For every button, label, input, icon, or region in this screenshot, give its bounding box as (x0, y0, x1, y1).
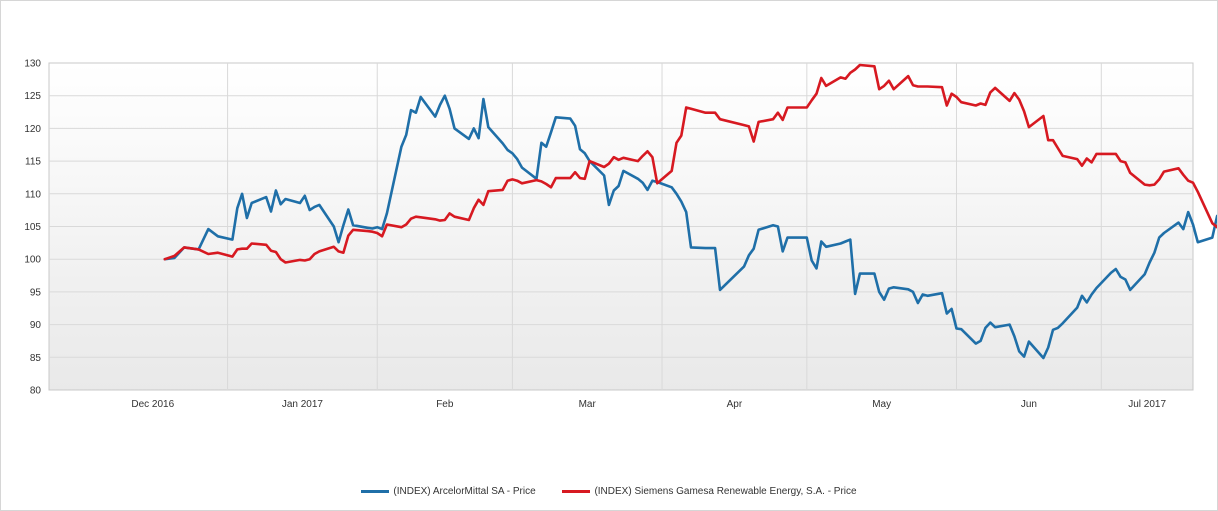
x-tick-label: Jun (1021, 399, 1037, 410)
y-tick-label: 90 (30, 320, 42, 331)
series-line-1 (163, 63, 1217, 264)
legend-label-siemens-gamesa: (INDEX) Siemens Gamesa Renewable Energy,… (594, 486, 857, 497)
y-tick-label: 115 (25, 157, 41, 168)
y-tick-label: 105 (24, 222, 41, 233)
y-tick-label: 100 (24, 255, 41, 266)
series-lines (163, 63, 1217, 360)
y-tick-label: 85 (30, 353, 42, 364)
x-tick-label: Jan 2017 (282, 399, 324, 410)
y-tick-label: 95 (30, 287, 42, 298)
y-tick-label: 130 (24, 59, 41, 70)
y-tick-label: 120 (24, 124, 41, 135)
legend-label-arcelormittal: (INDEX) ArcelorMittal SA - Price (393, 486, 536, 497)
y-tick-label: 80 (30, 386, 42, 397)
y-tick-label: 110 (25, 189, 41, 200)
legend-swatch-siemens-gamesa (562, 490, 591, 493)
line-chart: 80 85 90 95 100 105 110 115 120 125 130 Dec 2016 Ja… (24, 59, 1217, 410)
x-axis: Dec 2016 Jan 2017 Feb Mar Apr May Jun Jul 2017 (131, 399, 1166, 410)
x-tick-label: May (872, 399, 891, 410)
series-line-0 (163, 94, 1217, 360)
x-tick-label: Apr (727, 399, 743, 410)
legend-item-arcelormittal[interactable]: (INDEX) ArcelorMittal SA - Price (361, 486, 536, 497)
y-tick-label: 125 (24, 91, 41, 102)
x-tick-label: Dec 2016 (131, 399, 174, 410)
legend-swatch-arcelormittal (361, 490, 390, 493)
x-tick-label: Feb (436, 399, 454, 410)
legend: (INDEX) ArcelorMittal SA - Price (INDEX)… (1, 485, 1217, 497)
legend-item-siemens-gamesa[interactable]: (INDEX) Siemens Gamesa Renewable Energy,… (562, 486, 857, 497)
x-tick-label: Jul 2017 (1128, 399, 1166, 410)
x-tick-label: Mar (579, 399, 597, 410)
y-axis: 80 85 90 95 100 105 110 115 120 125 130 (24, 59, 41, 397)
